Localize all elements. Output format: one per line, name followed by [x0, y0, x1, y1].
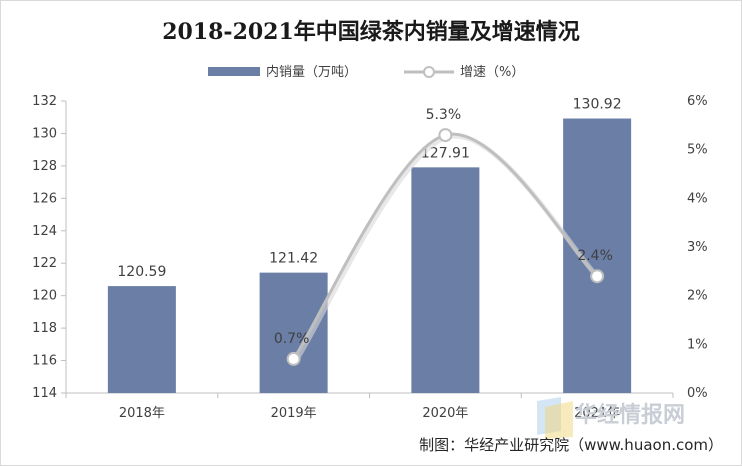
y-left-tick-label: 130 [32, 126, 57, 141]
bar-data-label: 127.91 [421, 145, 470, 161]
y-left-tick-label: 126 [32, 191, 57, 206]
y-left-tick-label: 128 [32, 159, 57, 174]
watermark-logo-accent [545, 401, 573, 439]
y-left-tick-label: 124 [32, 224, 57, 239]
y-right-tick-label: 3% [687, 240, 708, 255]
x-tick-label: 2018年 [119, 406, 165, 421]
legend: 内销量（万吨） 增速（%） [208, 64, 524, 80]
y-right-tick-label: 6% [687, 94, 708, 109]
x-tick-label: 2020年 [422, 406, 468, 421]
legend-bar-label: 内销量（万吨） [266, 64, 357, 80]
line-point [590, 269, 605, 284]
line-data-label: 5.3% [426, 107, 462, 123]
x-tick-label: 2019年 [271, 406, 317, 421]
credit-text: 制图：华经产业研究院（www.huaon.com） [419, 436, 723, 454]
y-left-tick-label: 118 [32, 321, 57, 336]
y-left-tick-label: 122 [32, 256, 57, 271]
x-tick-label: 2021年 [574, 406, 620, 421]
bar-data-label: 130.92 [573, 97, 622, 113]
y-left-tick-label: 116 [32, 354, 57, 369]
line-data-label: 0.7% [274, 331, 310, 347]
y-right-tick-label: 5% [687, 143, 708, 158]
bar [411, 167, 480, 393]
bar [259, 272, 328, 393]
line-point [438, 128, 453, 143]
legend-bar-swatch [208, 67, 260, 76]
y-right-tick-label: 0% [687, 386, 708, 401]
chart-title: 2018-2021年中国绿茶内销量及增速情况 [162, 19, 580, 45]
y-right-tick-label: 1% [687, 337, 708, 352]
legend-line-marker [423, 66, 435, 78]
line-data-label: 2.4% [577, 248, 613, 264]
bar-data-label: 120.59 [117, 264, 166, 280]
y-right-tick-label: 4% [687, 191, 708, 206]
y-left-tick-label: 132 [32, 94, 57, 109]
bar [563, 118, 632, 394]
line-point [286, 351, 301, 366]
y-right-tick-label: 2% [687, 289, 708, 304]
watermark: 华经情报网 [537, 397, 685, 439]
y-left-tick-label: 120 [32, 289, 57, 304]
plot-area: 114 116 118 120 122 124 126 128 130 132 0% 1% 2% 3% 4%… [32, 94, 707, 421]
watermark-text: 华经情报网 [575, 402, 685, 428]
legend-line-label: 增速（%） [460, 65, 524, 80]
bar-data-label: 121.42 [269, 251, 318, 267]
bar [107, 286, 176, 393]
y-left-tick-label: 114 [32, 386, 57, 401]
